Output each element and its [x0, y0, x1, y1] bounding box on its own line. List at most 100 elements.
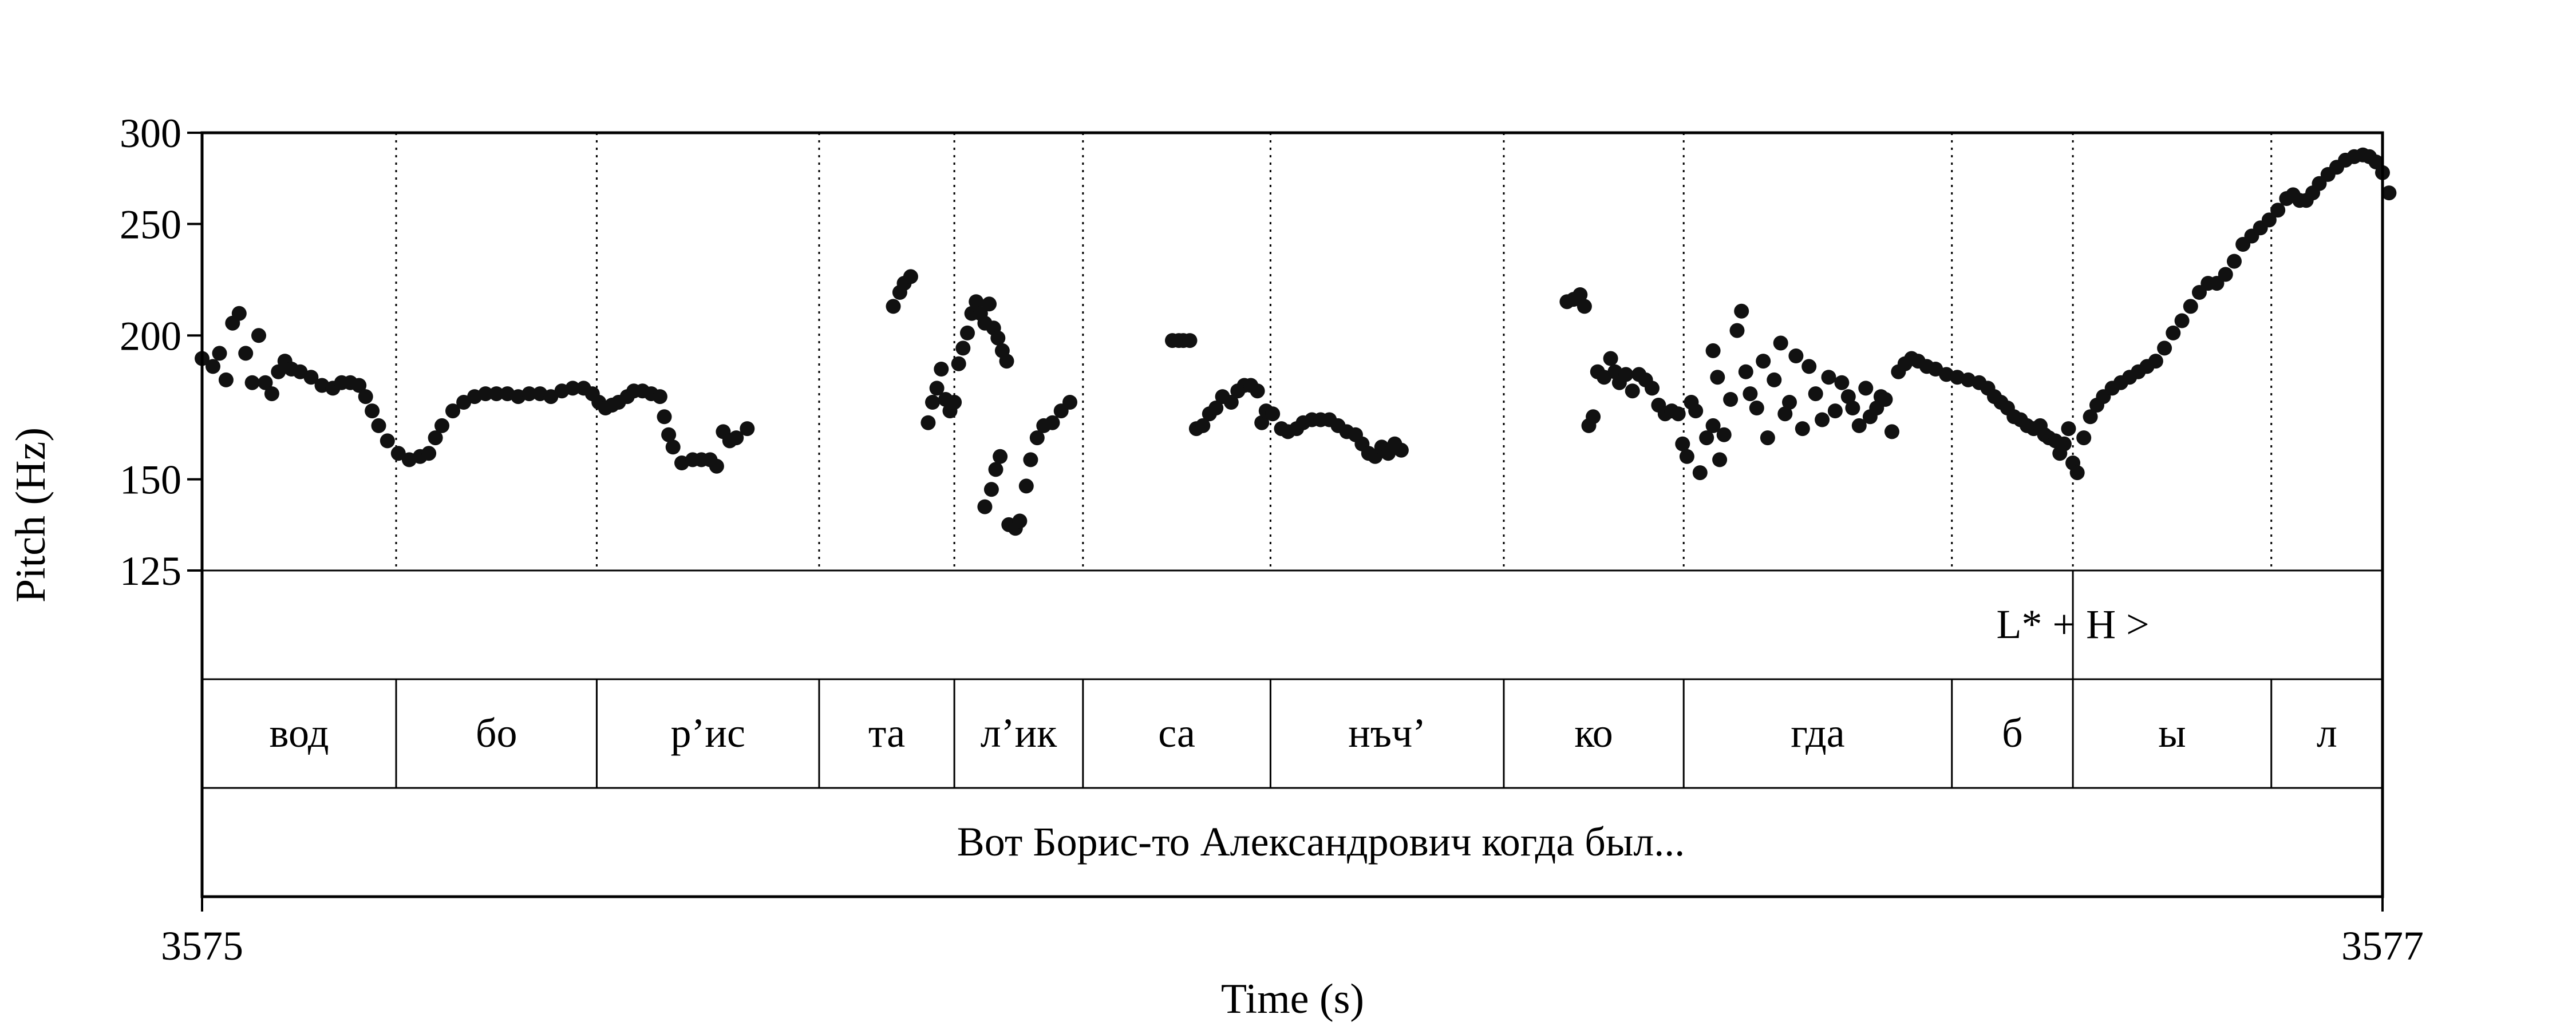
pitch-point: [1840, 389, 1856, 405]
syllable-label: нъч’: [1348, 710, 1426, 756]
pitch-point: [478, 386, 493, 402]
pitch-point: [1767, 372, 1782, 387]
x-tick-label: 3575: [161, 923, 243, 969]
pitch-point: [951, 356, 966, 371]
pitch-point: [993, 449, 1008, 464]
pitch-point: [1743, 386, 1758, 402]
pitch-point: [1760, 430, 1775, 446]
pitch-point: [1182, 333, 1198, 348]
pitch-point: [1679, 449, 1694, 464]
pitch-point: [2083, 409, 2098, 425]
pitch-point: [1029, 430, 1045, 446]
pitch-point: [380, 433, 395, 449]
x-tick-label: 3577: [2341, 923, 2424, 969]
pitch-point: [1062, 395, 1077, 410]
pitch-point: [421, 446, 437, 461]
pitch-point: [1884, 424, 1899, 439]
pitch-point: [212, 346, 227, 361]
pitch-point: [1692, 465, 1708, 481]
pitch-point: [1018, 478, 1034, 494]
pitch-point: [1773, 335, 1788, 351]
syllable-label: л’ик: [981, 710, 1057, 756]
pitch-point: [218, 372, 234, 387]
sentence-label: Вот Борис-то Александрович когда был...: [957, 819, 1685, 865]
pitch-point: [977, 499, 993, 514]
pitch-point: [2227, 253, 2242, 269]
pitch-point: [1777, 406, 1793, 422]
pitch-point: [1782, 395, 1797, 410]
syllable-label: б: [2002, 710, 2023, 756]
y-tick-label: 300: [120, 110, 181, 156]
syllable-label: л: [2317, 710, 2337, 756]
pitch-point: [271, 364, 286, 379]
pitch-point: [1603, 351, 1618, 366]
pitch-point: [1223, 395, 1239, 410]
pitch-point: [740, 421, 755, 437]
tone-label: L* + H >: [1997, 601, 2150, 647]
syllable-label: ко: [1574, 710, 1613, 756]
pitch-point: [1675, 436, 1690, 451]
pitch-point: [1845, 401, 1860, 415]
pitch-point: [1586, 409, 1601, 425]
pitch-point: [489, 386, 504, 402]
pitch-point: [1195, 418, 1211, 433]
pitch-point: [231, 306, 247, 321]
pitch-point: [1749, 401, 1764, 415]
pitch-point: [1688, 403, 1704, 419]
pitch-point: [244, 375, 260, 390]
pitch-point: [1645, 381, 1660, 396]
pitch-point: [886, 299, 901, 314]
boundary-gridlines: [395, 133, 2273, 571]
pitch-point: [390, 446, 406, 461]
pitch-point: [2148, 354, 2163, 369]
pitch-point: [1808, 386, 1823, 402]
y-axis: 125 150 200 250 300: [120, 110, 202, 594]
pitch-point: [1012, 513, 1028, 529]
syllable-label: р’ис: [670, 710, 745, 756]
pitch-point: [1710, 370, 1725, 385]
pitch-point: [365, 403, 380, 419]
pitch-point: [1801, 359, 1817, 374]
pitch-point: [2218, 267, 2233, 282]
pitch-point: [1250, 383, 1265, 399]
pitch-point: [1045, 415, 1060, 430]
pitch-point: [1756, 354, 1771, 369]
pitch-point: [1834, 375, 1850, 390]
pitch-point: [1821, 370, 1836, 385]
pitch-point: [947, 395, 962, 410]
pitch-point: [2166, 325, 2181, 340]
syllable-label: бо: [476, 710, 517, 756]
pitch-point: [1670, 406, 1686, 422]
pitch-point: [983, 482, 999, 497]
pitch-points: [195, 147, 2397, 536]
chart-frame: [200, 131, 2384, 898]
y-tick-label: 250: [120, 201, 181, 247]
pitch-point: [2061, 421, 2076, 437]
pitch-point: [251, 328, 266, 343]
y-axis-label: Pitch (Hz): [7, 427, 54, 603]
pitch-point: [371, 418, 386, 433]
x-axis: 3575 3577: [161, 897, 2424, 969]
pitch-point: [709, 458, 724, 474]
syllable-label: са: [1158, 710, 1195, 756]
pitch-point: [999, 354, 1014, 369]
pitch-point: [2270, 203, 2286, 218]
pitch-point: [1573, 287, 1588, 302]
pitch-point: [982, 296, 997, 312]
pitch-point: [1618, 367, 1634, 382]
pitch-point: [2157, 340, 2172, 356]
pitch-point: [2183, 299, 2198, 314]
pitch-point: [661, 427, 677, 442]
y-tick-label: 200: [120, 313, 181, 359]
pitch-point: [1023, 452, 1038, 468]
pitch-point: [1393, 442, 1409, 458]
pitch-point: [969, 294, 984, 310]
pitch-point: [934, 362, 949, 377]
syllable-label: гда: [1791, 710, 1845, 756]
pitch-point: [565, 381, 580, 396]
pitch-point: [2069, 465, 2085, 481]
pitch-point: [729, 430, 744, 446]
pitch-point: [428, 430, 443, 446]
pitch-point: [1878, 392, 1893, 407]
